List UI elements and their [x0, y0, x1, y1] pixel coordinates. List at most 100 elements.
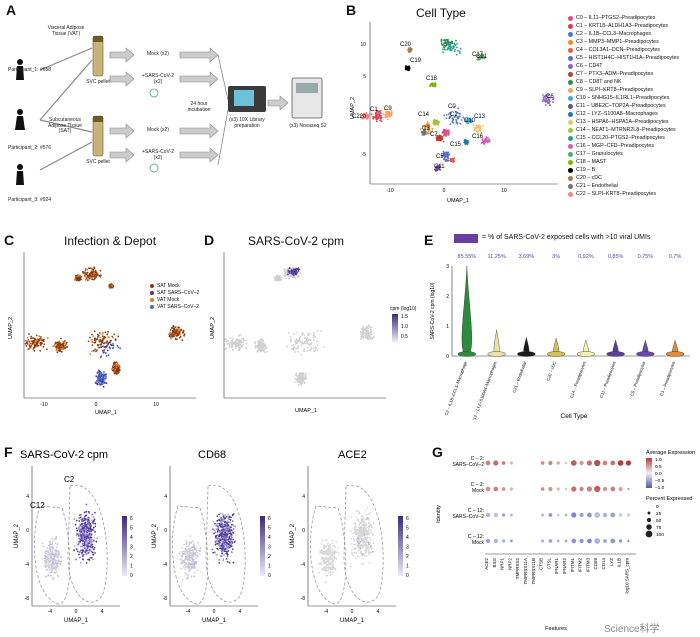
g-dot: [579, 460, 584, 466]
celltype-legend-item: C14 – NEAT1–MTRNR2L8–Preadipocytes: [568, 126, 679, 134]
infection-umap: -10 0 10 UMAP_1 UMAP_2: [8, 252, 196, 416]
g-dot: [570, 460, 577, 466]
f-x-tick: 4: [101, 609, 104, 615]
celltype-legend-item: C19 – B: [568, 166, 679, 174]
legend-swatch: [568, 71, 573, 77]
f-x-tick: 0: [213, 609, 216, 615]
g-dot: [594, 538, 601, 544]
e-pct-label: 3.69%: [519, 254, 535, 260]
panel-b-letter: B: [346, 2, 357, 18]
legend-swatch: [568, 63, 573, 69]
participant-2-label: Participant_2: #576: [8, 145, 52, 151]
g-dot: [627, 487, 630, 491]
f-y-tick: 0: [302, 528, 305, 534]
celltype-legend-item: C9 – SLPI–KRT8–Preadipocytes: [568, 86, 679, 94]
g-dot: [587, 512, 592, 518]
d-cluster-5: [293, 371, 308, 387]
e-y-tick: 1: [446, 324, 449, 330]
g-dot: [602, 486, 608, 492]
d-cluster-2: [224, 334, 248, 352]
g-avg-tick: –1.0: [655, 485, 665, 491]
legend-label: C21 – Endothelial: [576, 183, 618, 189]
g-dot: [564, 513, 568, 517]
g-dot: [548, 486, 553, 492]
legend-swatch: [568, 175, 573, 181]
f-x-tick: -4: [324, 609, 329, 615]
d-cluster-3: [254, 338, 268, 354]
g-dot: [541, 539, 545, 543]
celltype-legend-item: C6 – CD4T: [568, 62, 679, 70]
legend-label: C12 – LYZ–S100A8–Macrophages: [576, 111, 658, 117]
panel-e-letter: E: [424, 232, 434, 248]
g-dot: [602, 512, 608, 518]
c-cluster-3: [24, 333, 49, 352]
e-category-label: C3 – Preadipocytes: [659, 361, 676, 397]
f-x-tick: -4: [186, 609, 191, 615]
b-x-label: UMAP_1: [447, 198, 469, 204]
c-x-tick: 10: [153, 402, 159, 408]
e-violin-base: [665, 351, 685, 357]
g-row-label: C – 2:: [471, 482, 484, 488]
g-pct-dot: [647, 511, 651, 515]
b-cluster-6: [541, 93, 555, 107]
c-x-label: UMAP_1: [95, 410, 117, 416]
g-feature-label: NRP2: [507, 558, 512, 571]
novaseq-label: (x3) Novaseq S2: [289, 123, 327, 129]
g-dot: [594, 459, 601, 467]
b-cluster-19: [432, 118, 441, 126]
f-x-label: UMAP_1: [340, 618, 365, 624]
e-y-tick: 3: [446, 264, 449, 270]
g-dot: [610, 538, 616, 544]
legend-label: VAT SARS–CoV–2: [157, 303, 199, 310]
legend-label: C15 – CCL20–PTGS2–Preadipocytes: [576, 135, 665, 141]
b-cluster-label: C18: [426, 76, 438, 82]
g-dot: [510, 513, 513, 517]
f-y-label: UMAP_2: [290, 523, 296, 548]
f-y-tick: 4: [26, 494, 29, 500]
legend-label: C22 – SLPI–KRT8–Preadipocytes: [576, 191, 656, 197]
f-scale-tick: 4: [406, 535, 409, 541]
f-scale-tick: 6: [406, 516, 409, 522]
f-x-tick: 4: [377, 609, 380, 615]
d-scale-tick: 0.5: [401, 334, 408, 340]
g-dot: [594, 512, 601, 518]
g-dot: [602, 460, 608, 466]
f-x-tick: 0: [351, 609, 354, 615]
celltype-legend-item: C17 – Granulocytes: [568, 150, 679, 158]
b-cluster-13: [464, 117, 474, 125]
g-pct-dot: [646, 517, 652, 523]
legend-swatch: [568, 95, 573, 101]
c-y-label: UMAP_2: [8, 317, 14, 339]
f-y-tick: 4: [302, 494, 305, 500]
panel-d-title: SARS-CoV-2 cpm: [248, 234, 345, 248]
f-y-tick: -8: [301, 596, 306, 602]
f-color-scale: [122, 516, 127, 576]
e-category-label: C5 – Preadipocytes: [629, 361, 646, 397]
e-category-label: C12 – LYZ–S100A8–Macrophages: [471, 361, 498, 420]
g-feature-label: IFITM2: [578, 558, 583, 573]
celltype-legend-item: C0 – IL11–PTGS2–Preadipocytes: [568, 14, 679, 22]
g-feature-label: CD14: [601, 558, 606, 570]
e-violin-base: [487, 351, 506, 357]
celltype-legend-item: C5 – HIST1H4C–HIST1H1A–Preadipocytes: [568, 54, 679, 62]
celltype-legend-item: C11 – UBE2C–TOP2A–Preadipocytes: [568, 102, 679, 110]
g-feature-label: TMPRSS11A: [523, 558, 528, 584]
f-title: CD68: [198, 449, 226, 461]
g-dot: [617, 460, 624, 466]
b-cluster-9: [382, 108, 393, 121]
celltype-legend: C0 – IL11–PTGS2–Preadipocytes C1 – KRT18–…: [568, 14, 679, 198]
g-dot: [501, 461, 506, 465]
b-y-tick: 5: [363, 74, 366, 80]
f-title: SARS-CoV-2 cpm: [20, 449, 108, 461]
celltype-legend-item: C18 – MAST: [568, 158, 679, 166]
g-pct-tick: 75: [656, 525, 662, 531]
b-x-tick: 10: [501, 188, 507, 194]
g-feature-label: TMPRSS2: [515, 558, 520, 580]
c-cluster-7: [168, 325, 186, 341]
g-pct-title: Percent Expressed: [646, 496, 692, 502]
b-cluster-label: C16: [472, 134, 484, 140]
legend-label: C0 – IL11–PTGS2–Preadipocytes: [576, 15, 656, 21]
d-scale-tick: 1.0: [401, 324, 408, 330]
b-cluster-14: [480, 136, 491, 146]
